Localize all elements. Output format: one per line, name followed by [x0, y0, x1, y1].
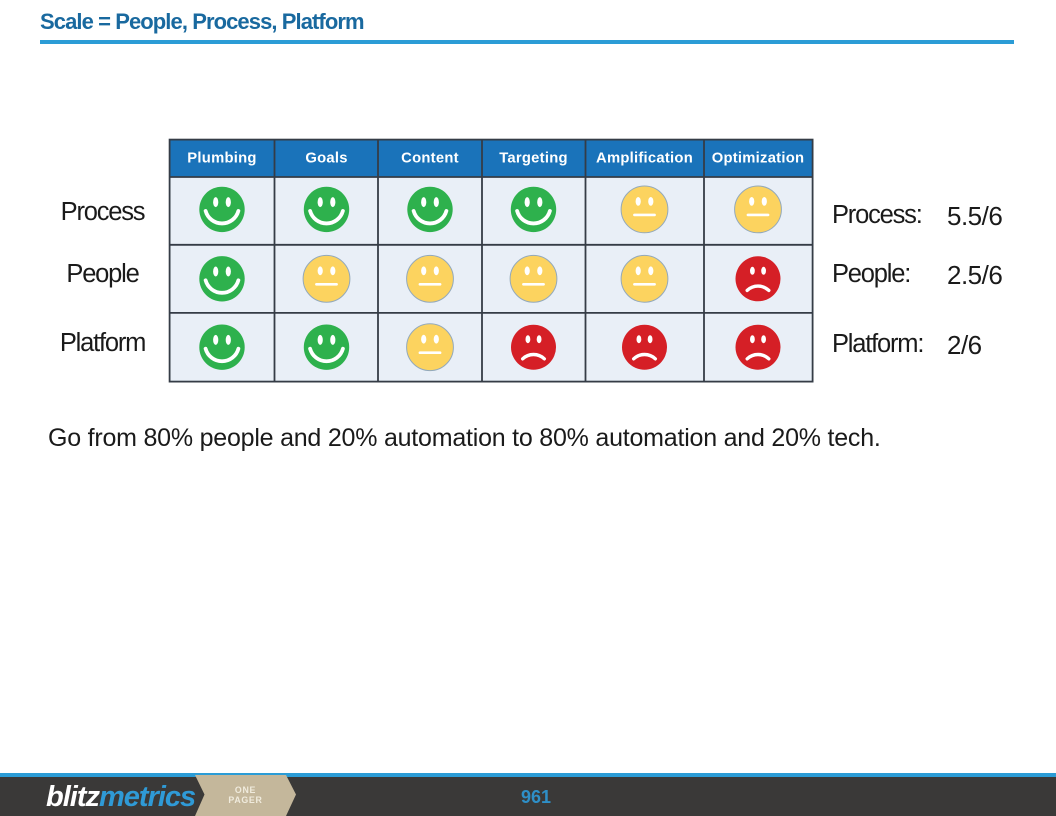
svg-text:Targeting: Targeting: [499, 150, 568, 166]
svg-text:Amplification: Amplification: [596, 150, 693, 166]
svg-text:Optimization: Optimization: [711, 150, 804, 166]
svg-text:Content: Content: [401, 150, 459, 166]
svg-text:Plumbing: Plumbing: [187, 150, 256, 166]
svg-text:Goals: Goals: [305, 150, 347, 166]
